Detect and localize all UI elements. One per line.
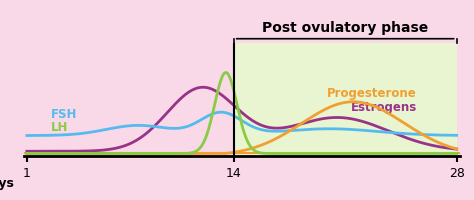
Text: Days: Days: [0, 176, 15, 189]
Text: Progesterone: Progesterone: [327, 87, 417, 100]
Text: FSH: FSH: [51, 107, 77, 120]
Bar: [234, 44, 456, 156]
Text: Post ovulatory phase: Post ovulatory phase: [262, 21, 428, 35]
Text: Estrogens: Estrogens: [351, 100, 417, 113]
Text: LH: LH: [51, 120, 68, 133]
